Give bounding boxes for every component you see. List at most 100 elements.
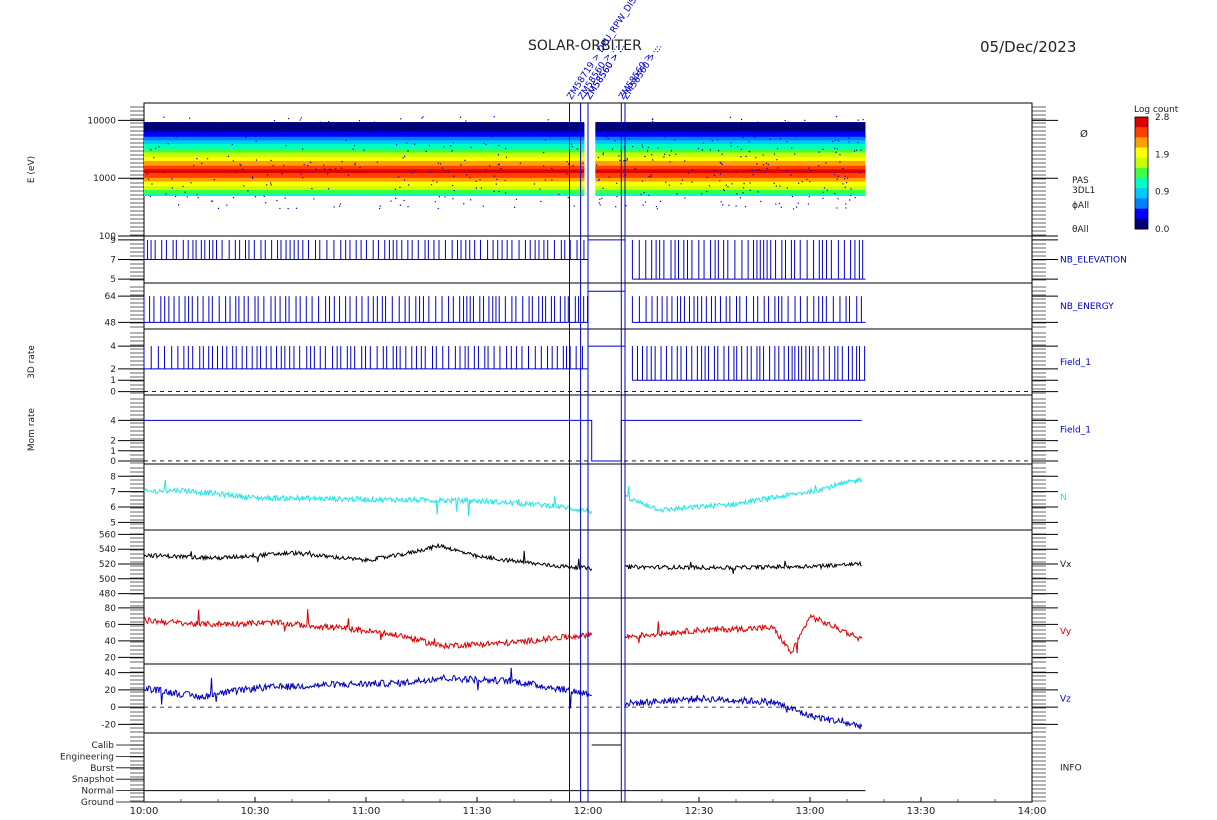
spectrogram-speckle	[837, 132, 839, 134]
spectrogram-speckle	[379, 207, 381, 210]
spectrogram-speckle	[321, 132, 323, 134]
series-line	[143, 667, 592, 709]
spectrogram-speckle	[832, 140, 834, 143]
spectrogram-speckle	[663, 156, 665, 158]
spectrogram-speckle	[790, 174, 792, 176]
spectrogram-speckle	[300, 117, 302, 119]
series-line	[624, 694, 863, 730]
spectrogram-speckle	[743, 182, 745, 185]
spectrogram-speckle	[302, 177, 304, 179]
spectrogram-speckle	[730, 145, 732, 147]
mom-rate-line	[144, 419, 862, 462]
spectrogram-speckle	[719, 180, 721, 182]
spectrogram-speckle	[270, 182, 272, 184]
spectrogram-speckle	[736, 193, 738, 195]
spectrogram-speckle	[428, 144, 431, 147]
spectrogram-speckle	[808, 196, 810, 198]
spectrogram-speckle	[335, 168, 337, 170]
colorbar-segment	[1135, 167, 1148, 179]
spectrogram-speckle	[551, 179, 553, 181]
spectrogram-speckle	[822, 197, 824, 199]
spectrogram-speckle	[706, 191, 708, 193]
spectrogram-speckle	[480, 187, 483, 189]
spectrogram-speckle	[619, 159, 621, 162]
spectrogram-speckle	[278, 134, 281, 137]
y-axis-label: Mom rate	[27, 407, 37, 451]
spectrogram-speckle	[602, 154, 604, 156]
spectrogram-speckle	[279, 207, 281, 210]
spectrogram-speckle	[581, 171, 583, 173]
spectrogram-speckle	[441, 167, 444, 169]
y-tick-label: 2	[110, 437, 116, 447]
spectrogram-speckle	[605, 136, 607, 138]
spectrogram-speckle	[804, 119, 806, 121]
y-tick-label: 5	[110, 275, 116, 285]
series-line	[624, 560, 862, 574]
spectrogram-speckle	[822, 191, 825, 194]
series-line	[143, 479, 593, 517]
spectrogram-speckle	[240, 164, 242, 167]
nb-elevation-pulses-late	[631, 239, 866, 280]
spectrogram-speckle	[737, 126, 740, 128]
colorbar-segment	[1135, 218, 1148, 230]
spectrogram-speckle	[328, 168, 330, 170]
spectrogram-speckle	[742, 192, 744, 194]
spectrogram-speckle	[155, 130, 157, 132]
spectrogram-speckle	[841, 123, 843, 125]
spectrogram-speckle	[836, 178, 838, 180]
spectrogram-speckle	[354, 164, 356, 166]
spectrogram-speckle	[497, 154, 500, 156]
y-tick-label: 4	[110, 416, 116, 426]
spectrogram-speckle	[324, 168, 326, 170]
spectrogram-speckle	[720, 162, 722, 164]
spectrogram-speckle	[668, 184, 670, 186]
spectrogram-speckle	[702, 142, 705, 144]
spectrogram-speckle	[731, 183, 733, 185]
spectrogram-speckle	[751, 169, 754, 171]
spectrogram-speckle	[197, 196, 199, 199]
spectrogram-speckle	[786, 170, 788, 172]
spectrogram-speckle	[429, 171, 431, 173]
spectrogram-speckle	[845, 203, 847, 205]
spectrogram-speckle	[740, 156, 742, 158]
spectrogram-speckle	[701, 149, 704, 151]
spectrogram-speckle	[263, 195, 265, 197]
spectrogram-speckle	[836, 148, 839, 150]
spectrogram-speckle	[755, 157, 757, 159]
y-tick-label: 0	[110, 457, 116, 467]
spectrogram-speckle	[475, 180, 477, 182]
spectrogram-speckle	[845, 207, 847, 209]
spectrogram-speckle	[672, 124, 674, 127]
spectrogram-speckle	[437, 162, 439, 164]
colorbar-segment	[1135, 147, 1148, 159]
spectrogram-speckle	[280, 128, 282, 130]
right-panel-label: NB_ELEVATION	[1060, 256, 1127, 266]
spectrogram-speckle	[404, 155, 406, 157]
spectrogram-speckle	[323, 164, 325, 166]
spectrogram-speckle	[452, 198, 454, 200]
spectrogram-speckle	[598, 202, 600, 204]
spectrogram-speckle	[697, 147, 699, 150]
spectrogram-speckle	[247, 190, 249, 192]
spectrogram-speckle	[834, 193, 836, 195]
spectrogram-speckle	[602, 152, 604, 154]
spectrogram-speckle	[758, 169, 760, 171]
spectrogram-speckle	[497, 164, 499, 166]
spectrogram-speckle	[395, 135, 397, 137]
y-tick-label: 8	[110, 472, 116, 482]
spectrogram-speckle	[673, 139, 676, 141]
spectrogram-speckle	[765, 162, 768, 164]
y-tick-label: 20	[105, 686, 117, 696]
spectrogram-speckle	[436, 181, 438, 183]
spectrogram-speckle	[475, 187, 477, 189]
spectrogram-speckle	[806, 178, 808, 180]
spectrogram-speckle	[206, 131, 209, 133]
colorbar-title: Log count	[1134, 105, 1179, 115]
spectrogram-speckle	[727, 186, 729, 188]
y-tick-label: 2	[110, 365, 116, 375]
spectrogram-speckle	[554, 122, 556, 124]
x-tick-label: 13:30	[907, 806, 936, 817]
spectrogram-speckle	[573, 205, 575, 207]
spectrogram-speckle	[549, 135, 551, 138]
